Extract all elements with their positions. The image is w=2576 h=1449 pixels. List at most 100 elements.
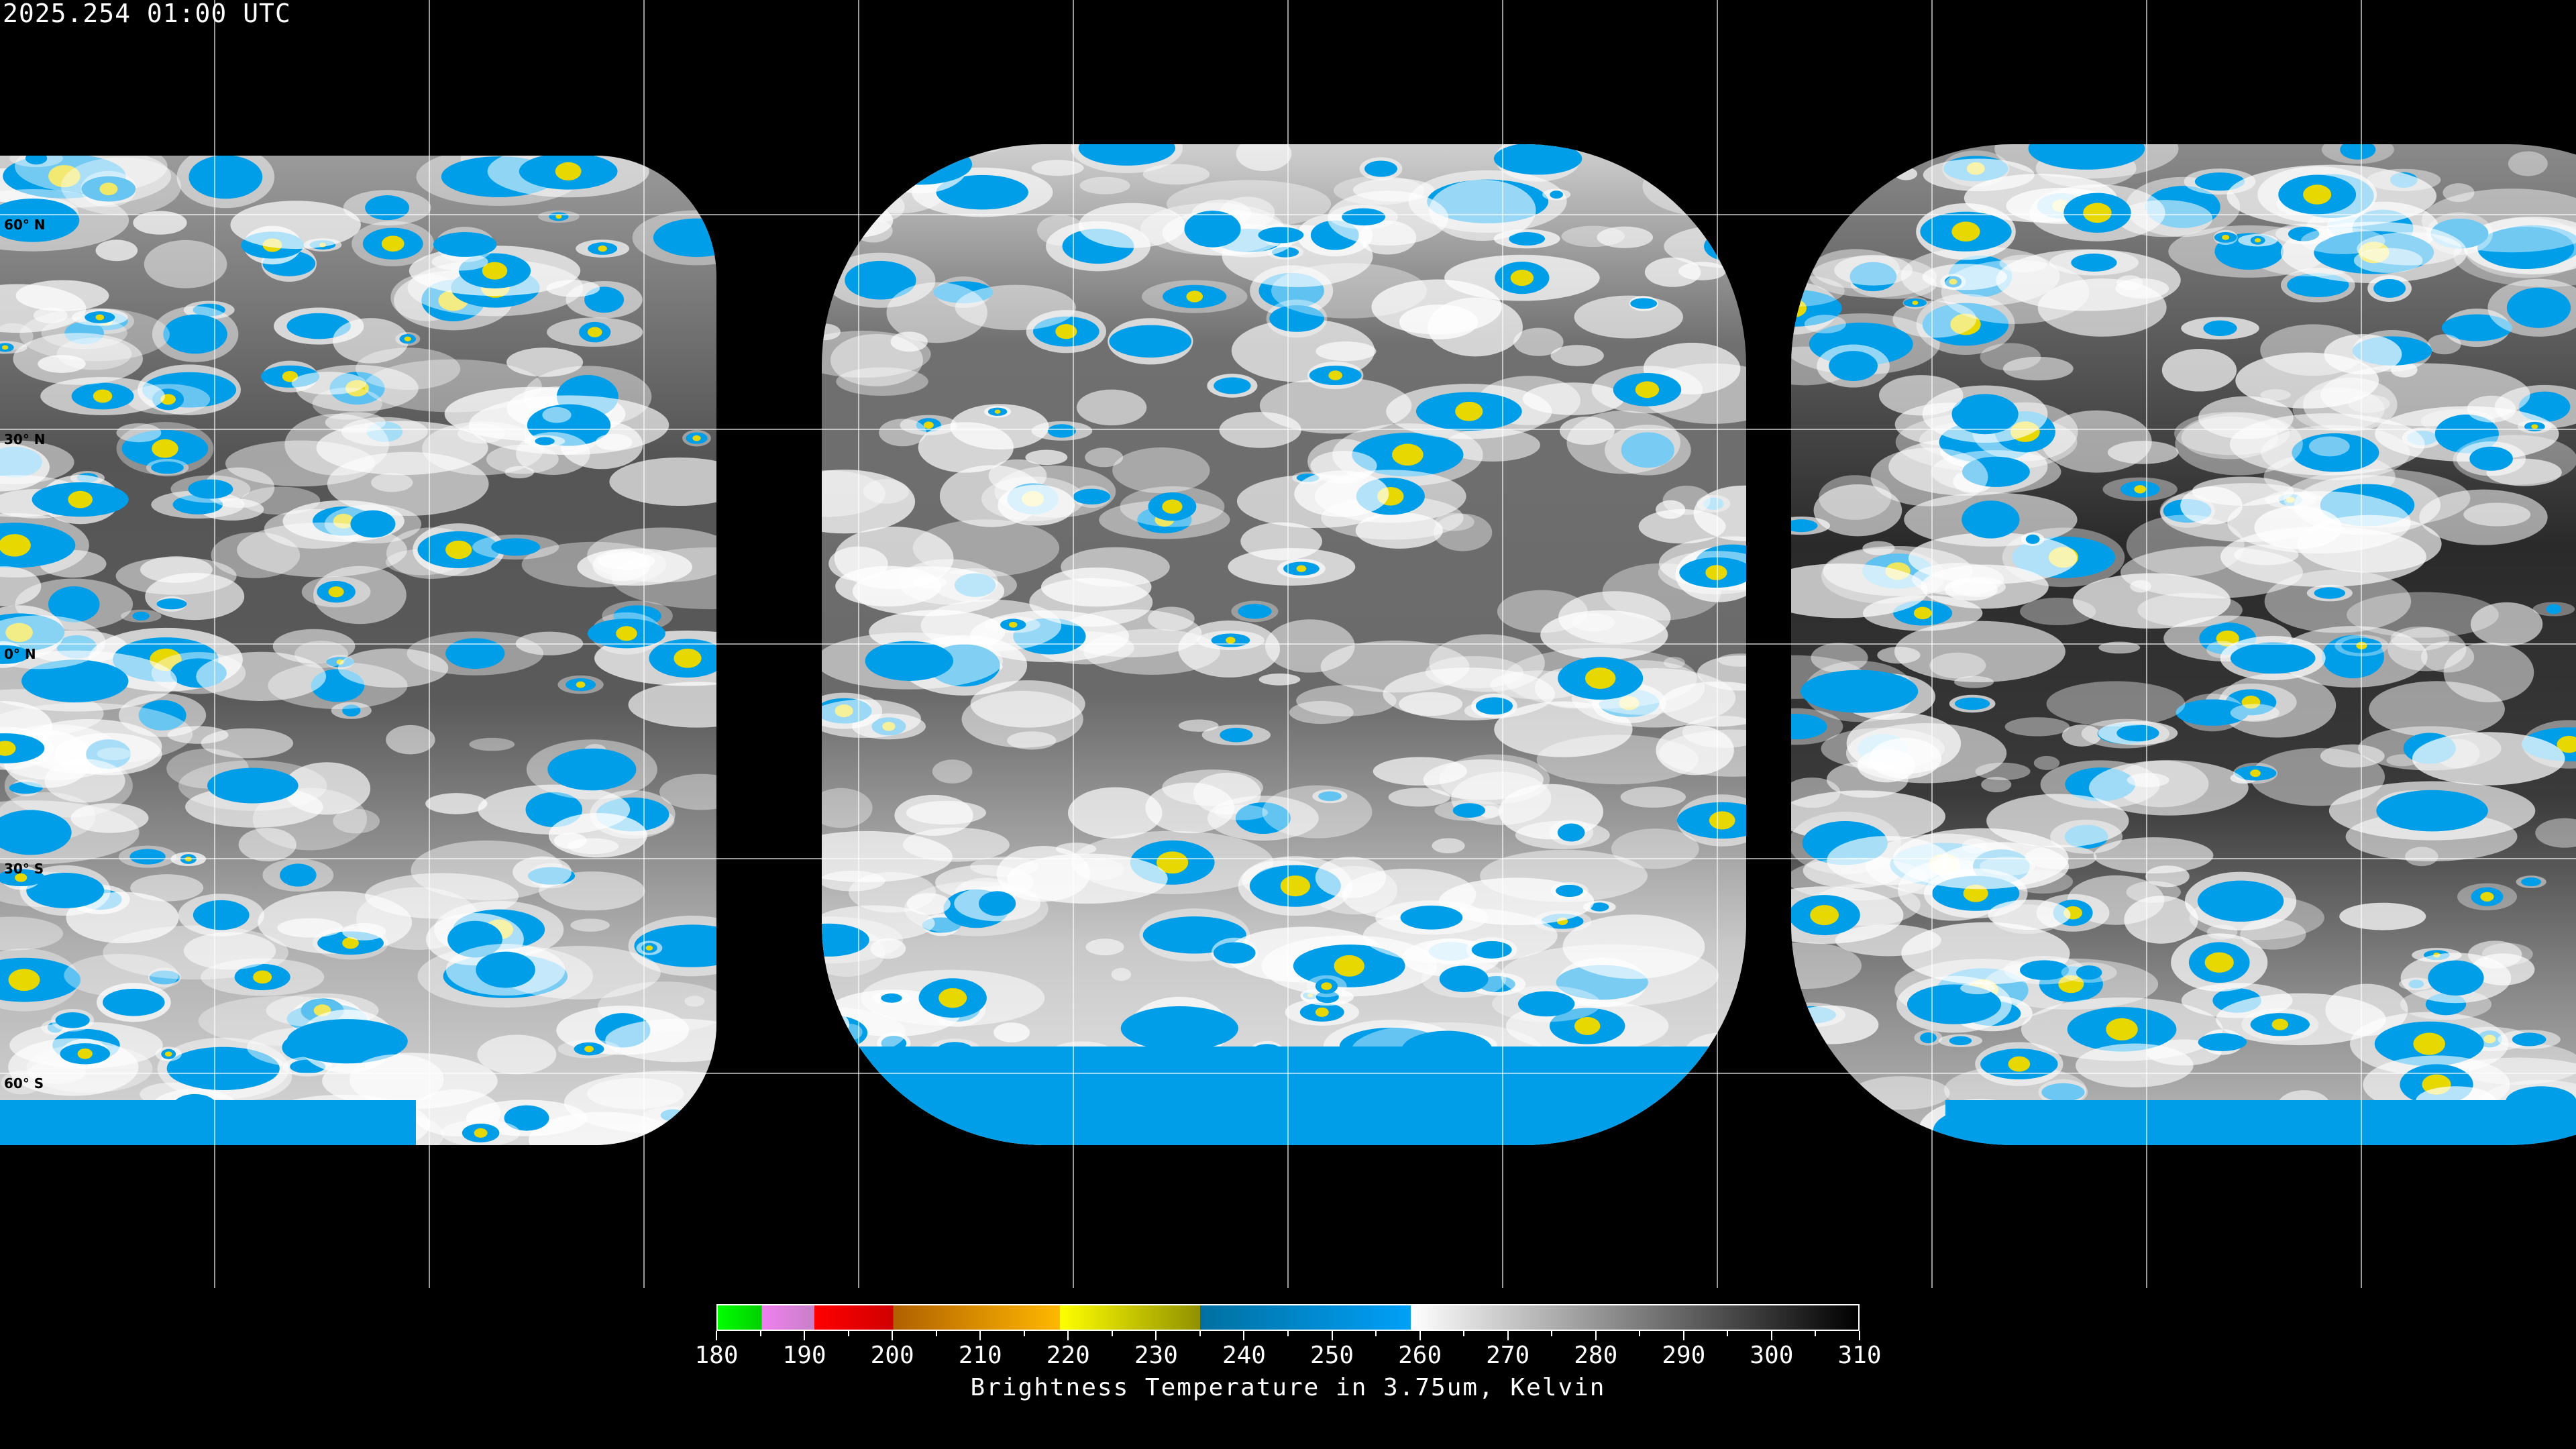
cloud	[203, 467, 275, 508]
cold-cloud	[1621, 432, 1675, 468]
cold-cloud	[2506, 287, 2571, 328]
colorbar-tick	[1331, 1331, 1333, 1340]
cloud	[196, 651, 327, 701]
cloud	[60, 157, 181, 215]
cloud	[2126, 515, 2245, 576]
cold-cloud	[1120, 1006, 1238, 1051]
cloud	[282, 762, 371, 815]
cloud	[1061, 547, 1170, 587]
colorbar-tick-label: 220	[1046, 1342, 1090, 1369]
cloud	[1697, 655, 1746, 691]
colorbar-tick-label: 250	[1310, 1342, 1354, 1369]
cloud	[425, 793, 488, 814]
latitude-label: 0° N	[4, 646, 36, 662]
cold-cloud	[286, 1019, 408, 1064]
cold-cloud	[1704, 231, 1746, 262]
cloud	[477, 1034, 557, 1075]
very-cold-cloud	[555, 214, 562, 219]
cloud	[1912, 563, 2004, 596]
very-cold-cloud	[2008, 1056, 2031, 1072]
cold-cloud	[2340, 144, 2376, 160]
very-cold-cloud	[1226, 637, 1236, 644]
satellite-map: 60° N 30° N 0° N 30° S 60° S	[0, 0, 2576, 1288]
cold-cloud	[365, 195, 410, 221]
cloud	[1429, 634, 1545, 692]
cloud	[349, 1054, 444, 1105]
very-cold-cloud	[1455, 401, 1483, 421]
cold-cloud	[1078, 144, 1175, 166]
cloud	[918, 422, 1014, 473]
cold-cloud	[845, 260, 916, 300]
cloud	[1620, 786, 1686, 808]
cloud	[1662, 485, 1711, 515]
cloud	[2264, 570, 2412, 633]
cloud	[1148, 606, 1195, 631]
colorbar-tick	[1507, 1331, 1509, 1340]
very-cold-cloud	[15, 873, 28, 882]
cold-cloud	[156, 598, 187, 610]
very-cold-cloud	[1720, 238, 1742, 254]
cold-cloud	[129, 849, 166, 865]
cloud	[659, 156, 716, 180]
very-cold-cloud	[253, 970, 272, 984]
very-cold-cloud	[2271, 1018, 2289, 1030]
very-cold-cloud	[77, 1048, 93, 1059]
cloud	[1178, 719, 1219, 732]
colorbar-tick	[847, 1331, 849, 1336]
cloud	[955, 284, 1076, 331]
very-cold-cloud	[164, 1051, 172, 1057]
cloud	[1644, 257, 1701, 287]
cloud	[2174, 411, 2290, 455]
cold-cloud	[1475, 697, 1513, 715]
cloud	[998, 484, 1075, 526]
cold-cloud	[433, 231, 497, 257]
cloud	[822, 323, 841, 341]
cold-cloud	[2469, 446, 2513, 471]
cold-cloud	[1954, 697, 1990, 710]
cloud	[2390, 627, 2450, 651]
latitude-label: 30° N	[4, 431, 46, 447]
cloud	[879, 419, 927, 447]
cold-cloud	[138, 700, 186, 731]
very-cold-cloud	[1951, 221, 1980, 241]
cloud	[1031, 160, 1084, 176]
cold-cloud	[189, 156, 263, 199]
colorbar-tick-label: 240	[1222, 1342, 1266, 1369]
colorbar-tick	[892, 1331, 894, 1340]
very-cold-cloud	[2058, 975, 2084, 994]
very-cold-cloud	[2557, 735, 2576, 753]
cloud	[1296, 685, 1397, 716]
cloud	[1862, 541, 1895, 555]
cloud	[2308, 436, 2350, 457]
cloud	[1316, 341, 1377, 362]
cold-cloud	[1829, 351, 1878, 381]
cold-cloud	[634, 924, 716, 967]
very-cold-cloud	[2106, 1018, 2138, 1040]
cloud	[2002, 356, 2074, 381]
cloud	[542, 407, 572, 423]
cloud	[2127, 773, 2169, 788]
cold-cloud	[1630, 298, 1658, 309]
cloud	[1219, 412, 1301, 448]
cloud	[1960, 982, 1995, 995]
cloud	[56, 337, 132, 370]
cloud	[1791, 563, 1928, 619]
cloud	[1085, 938, 1124, 956]
cloud	[1953, 676, 1994, 688]
very-cold-cloud	[2480, 892, 2494, 902]
cloud	[1320, 640, 1470, 693]
very-cold-cloud	[8, 969, 40, 991]
very-cold-cloud	[404, 336, 411, 341]
cloud	[1656, 500, 1686, 519]
cold-cloud	[2288, 227, 2320, 241]
very-cold-cloud	[2134, 485, 2146, 494]
cold-cloud	[132, 611, 150, 621]
colorbar-ticks	[716, 1331, 1860, 1371]
cloud	[1559, 416, 1615, 445]
cloud	[240, 486, 321, 515]
cold-cloud	[1951, 394, 2019, 435]
cloud	[469, 737, 515, 751]
cold-cloud	[861, 1126, 874, 1135]
latitude-label: 60° S	[4, 1075, 44, 1091]
very-cold-cloud	[2250, 769, 2261, 777]
